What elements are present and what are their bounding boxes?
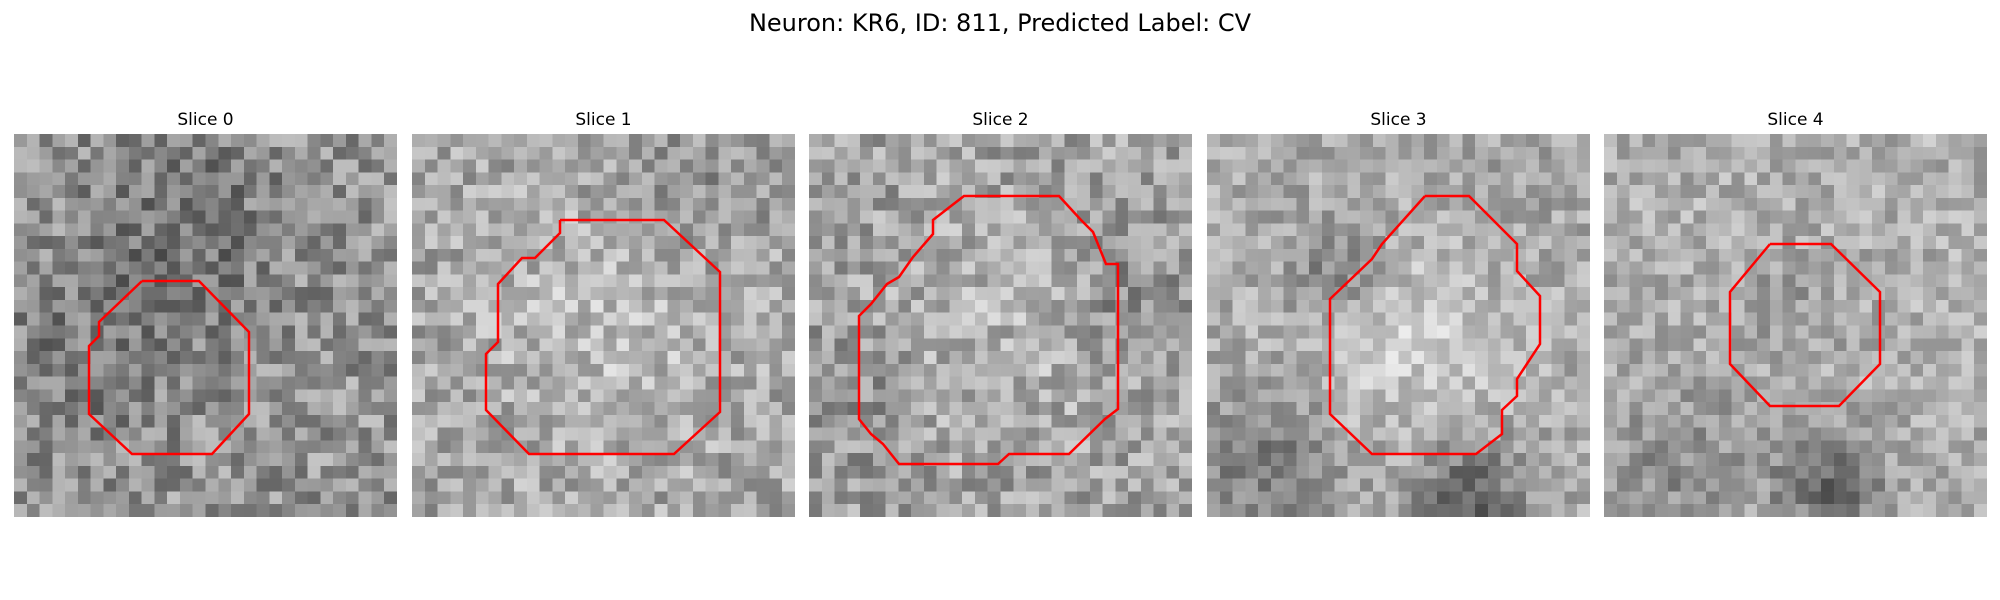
- slice-2-panel: [809, 134, 1192, 517]
- slice-1-panel: [412, 134, 795, 517]
- figure-title: Neuron: KR6, ID: 811, Predicted Label: C…: [748, 9, 1252, 37]
- slice-2-title: Slice 2: [972, 110, 1029, 130]
- slice-2-roi-outline: [857, 194, 1120, 466]
- slice-1-roi-outline: [484, 218, 722, 456]
- slice-3-panel: [1207, 134, 1590, 517]
- slice-1-title: Slice 1: [575, 110, 632, 130]
- slice-4-title: Slice 4: [1767, 110, 1824, 130]
- slice-3-title: Slice 3: [1370, 110, 1427, 130]
- slice-0-roi-outline: [87, 279, 251, 456]
- slice-4-panel: [1604, 134, 1987, 517]
- slice-3-roi-outline: [1328, 194, 1542, 456]
- slice-0-panel: [14, 134, 397, 517]
- slice-4-image: [1604, 134, 1987, 517]
- slice-2-image: [809, 134, 1192, 517]
- slice-0-title: Slice 0: [177, 110, 234, 130]
- slice-4-roi-outline: [1728, 242, 1882, 408]
